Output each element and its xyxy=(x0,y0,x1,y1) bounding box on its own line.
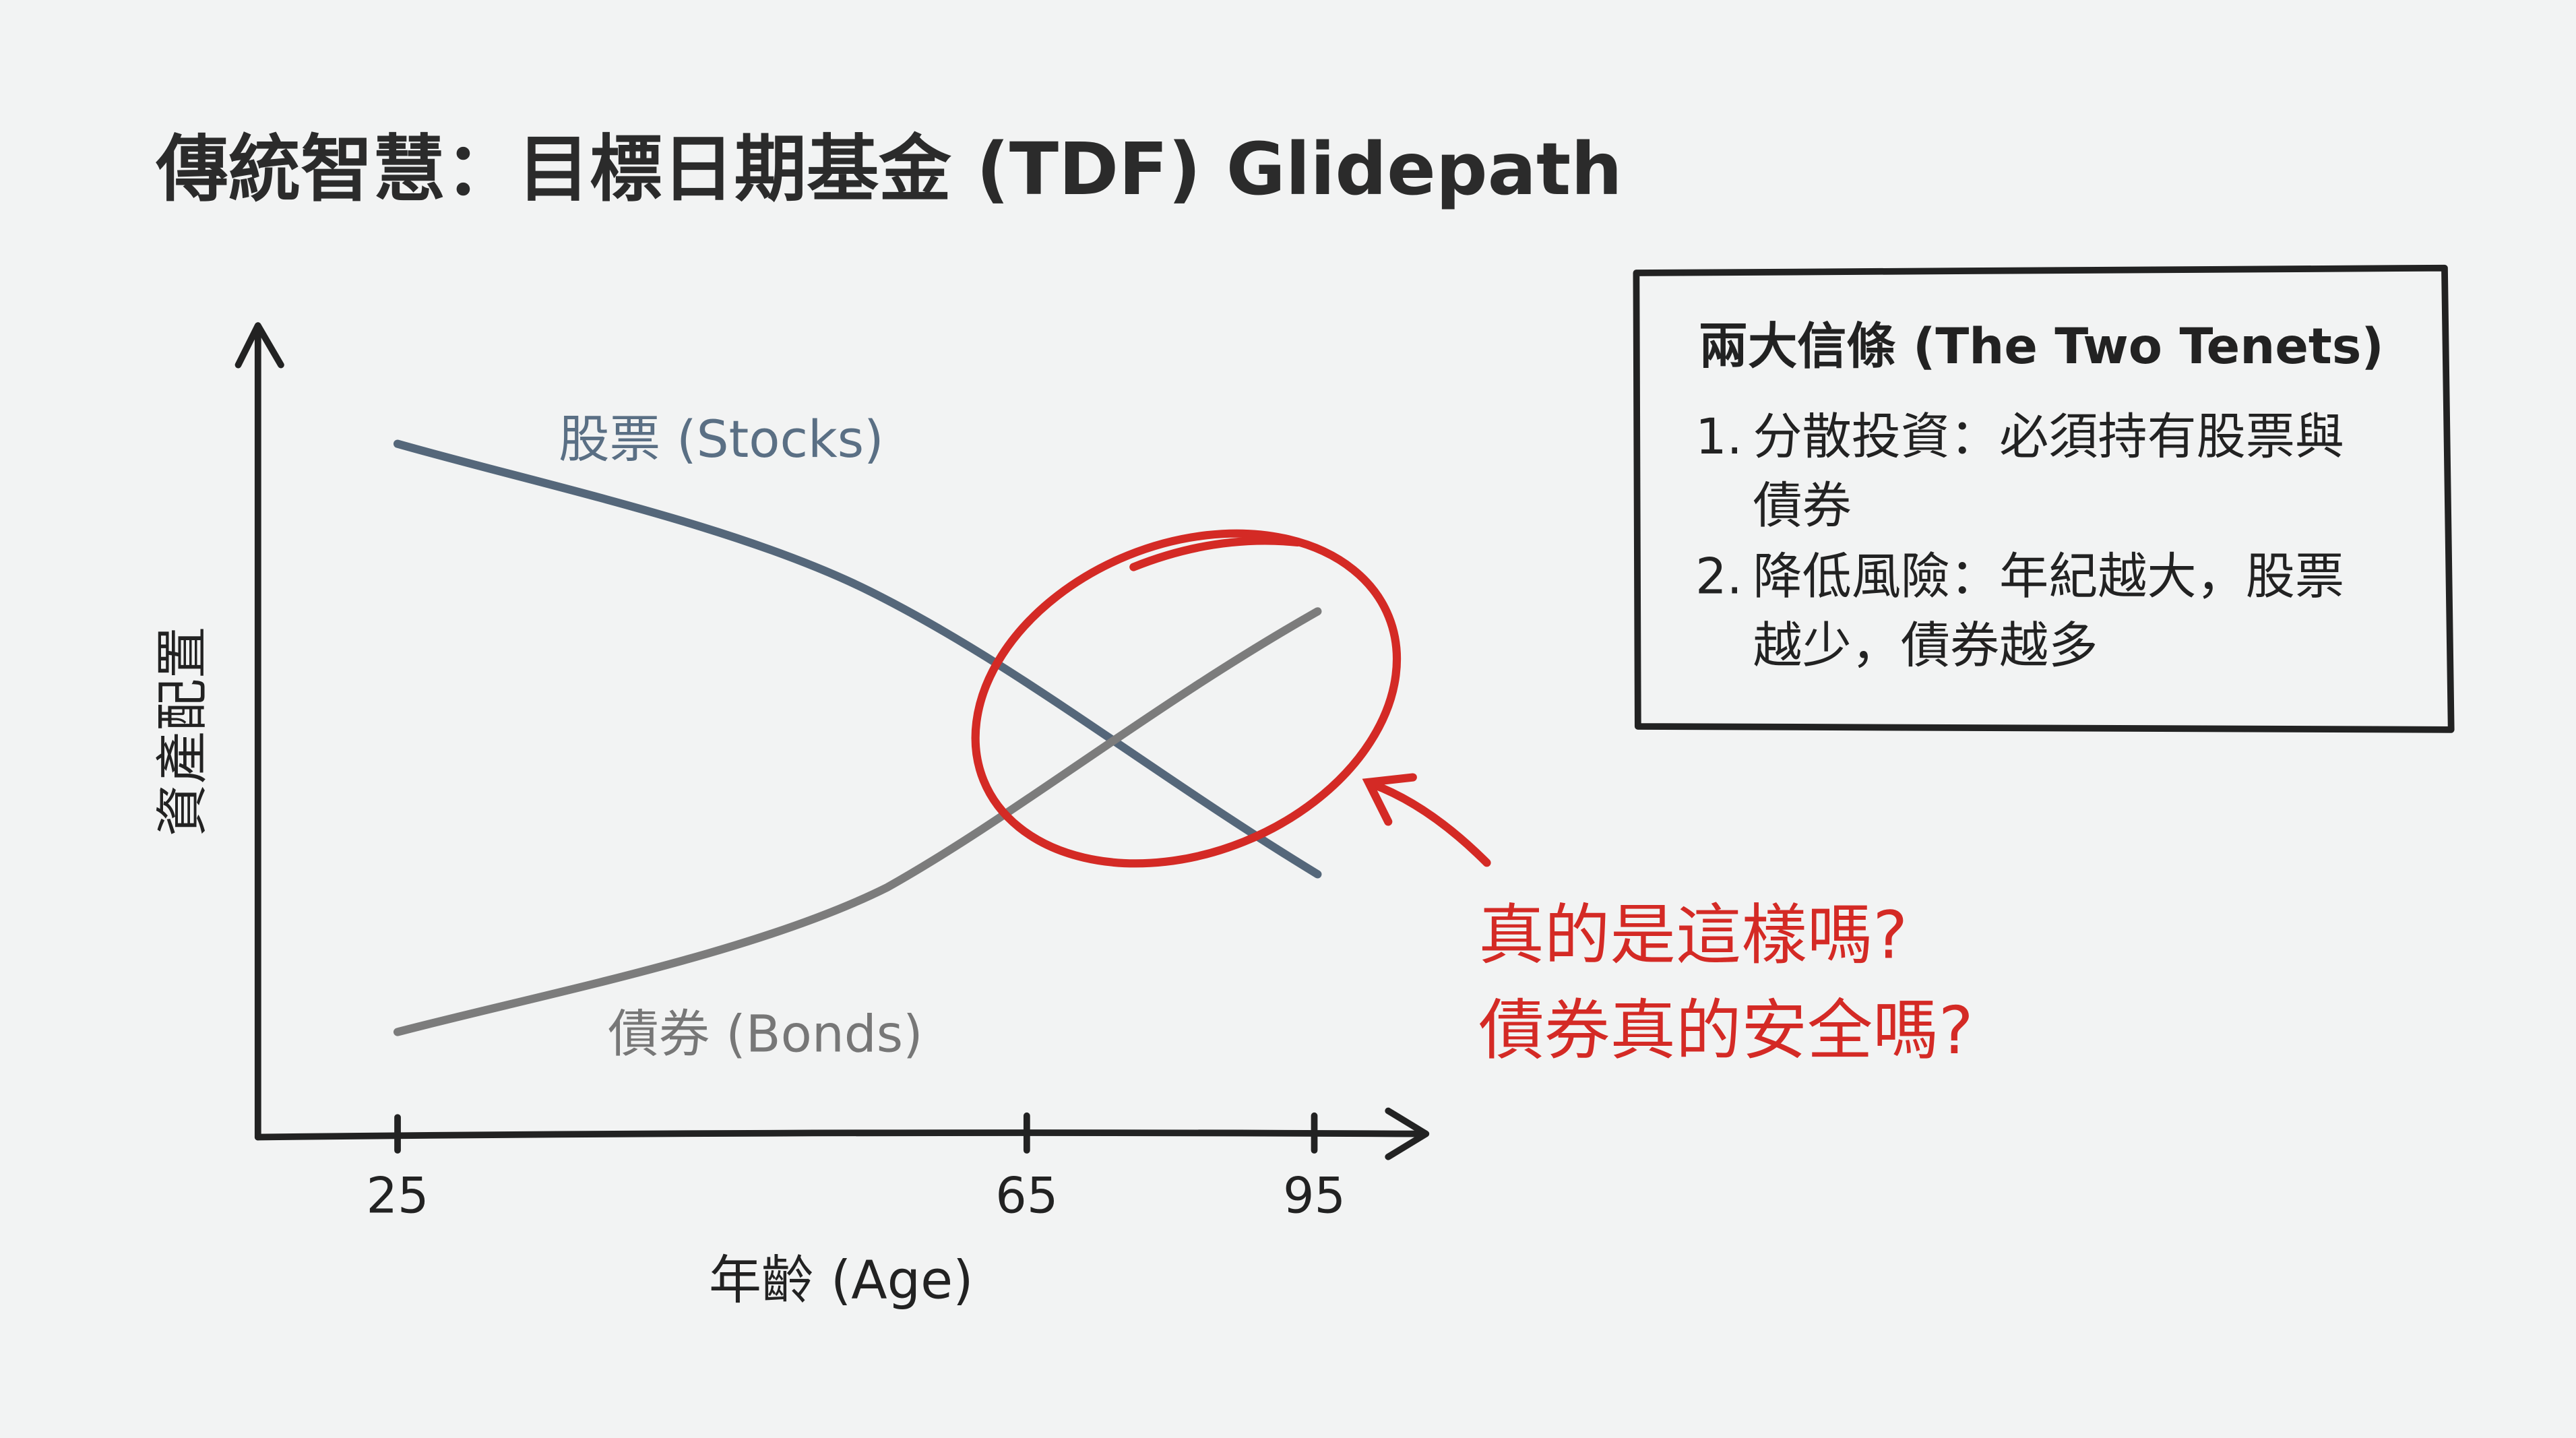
y-axis-label: 資產配置 xyxy=(152,626,213,836)
annotation-line: 債券真的安全嗎? xyxy=(1478,992,1973,1069)
x-axis-arrow xyxy=(1385,1107,1430,1160)
item-number: 2. xyxy=(1695,548,1742,605)
tenets-box xyxy=(1633,264,2455,733)
title: 傳統智慧：目標日期基金 (TDF) Glidepath xyxy=(156,127,1623,212)
x-tick-label: 65 xyxy=(995,1168,1058,1225)
bonds-curve xyxy=(393,607,1322,1036)
axes xyxy=(234,322,1430,1160)
x-tick-label: 95 xyxy=(1283,1168,1346,1225)
x-tick-labels: 25 65 95 xyxy=(366,1168,1346,1225)
item-number: 1. xyxy=(1695,408,1742,466)
item-text: 分散投資：必須持有股票與 xyxy=(1753,408,2344,466)
y-axis-arrow xyxy=(234,322,284,369)
annotation-arrowhead xyxy=(1362,773,1417,826)
annotation: 真的是這樣嗎? 債券真的安全嗎? xyxy=(1478,897,1973,1069)
bonds-label: 債券 (Bonds) xyxy=(608,1005,923,1064)
tenets-title: 兩大信條 (The Two Tenets) xyxy=(1699,318,2384,375)
stocks-label: 股票 (Stocks) xyxy=(559,410,884,469)
highlight-ellipse xyxy=(971,529,1402,868)
highlight xyxy=(971,529,1491,868)
highlight-stroke xyxy=(1129,536,1302,571)
item-text: 降低風險：年紀越大，股票 xyxy=(1753,548,2344,605)
item-text: 債券 xyxy=(1753,478,1851,535)
y-axis xyxy=(253,325,261,1141)
x-tick-label: 25 xyxy=(366,1168,429,1225)
x-axis xyxy=(254,1129,1426,1141)
item-text: 越少，債券越多 xyxy=(1753,617,2098,675)
stocks-curve xyxy=(393,439,1322,879)
annotation-arrow xyxy=(1367,780,1491,867)
annotation-line: 真的是這樣嗎? xyxy=(1478,897,1908,974)
x-axis-label: 年齡 (Age) xyxy=(709,1250,974,1311)
